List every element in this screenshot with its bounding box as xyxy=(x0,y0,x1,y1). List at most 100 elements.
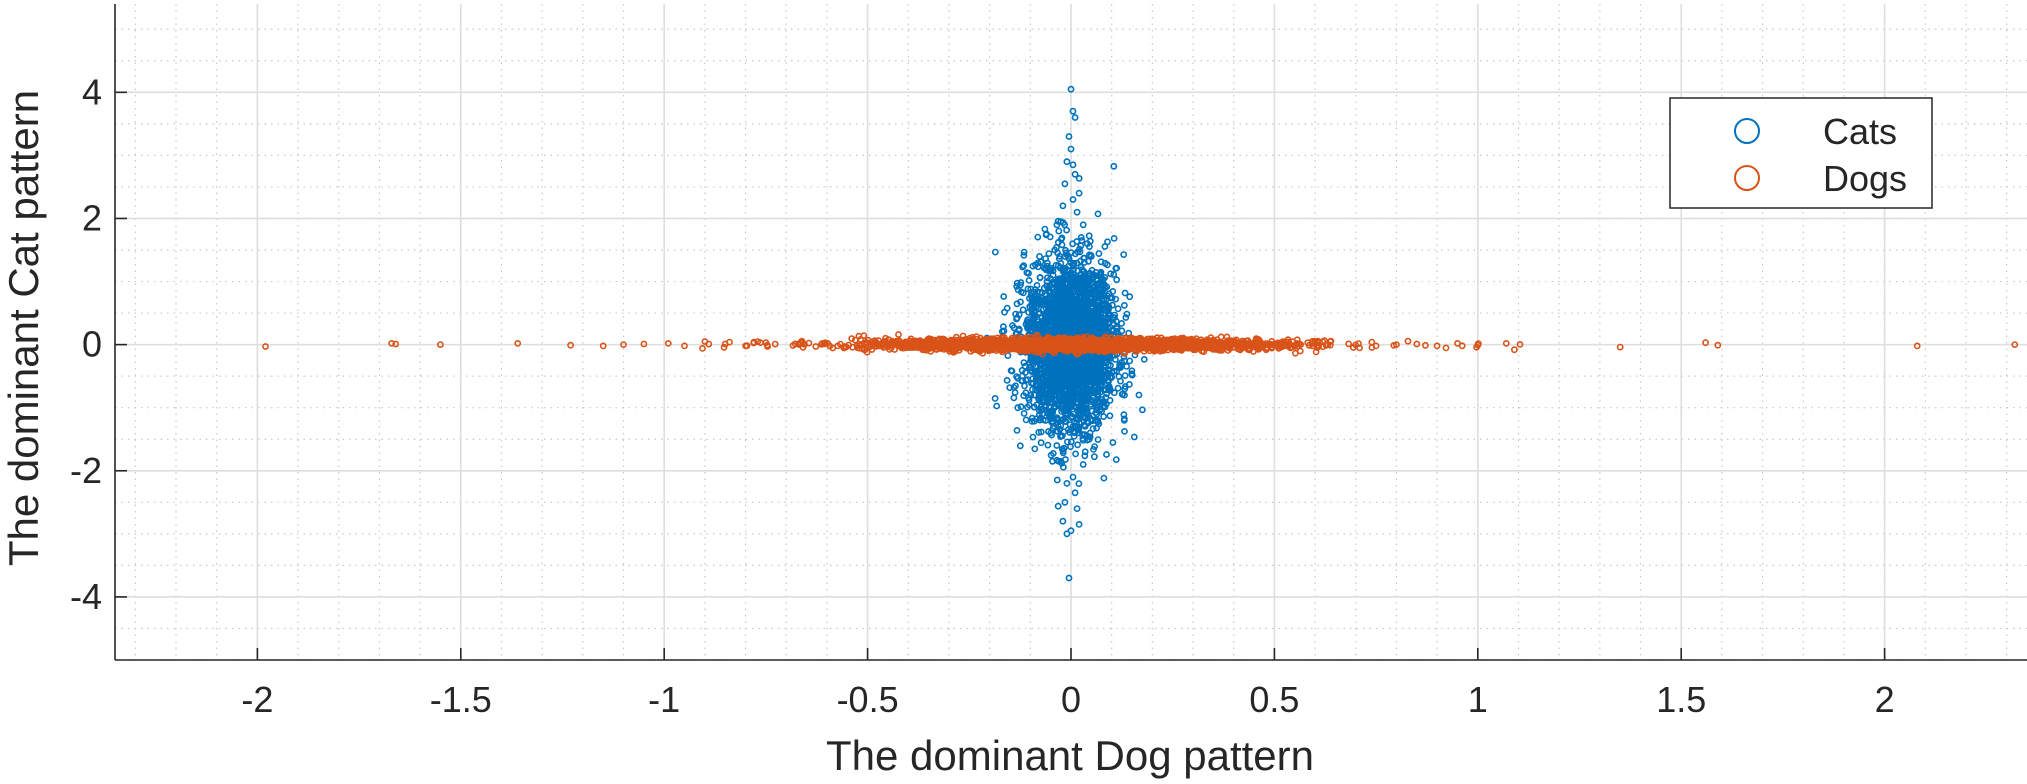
data-point xyxy=(1091,295,1099,302)
data-point xyxy=(1031,445,1039,453)
data-point xyxy=(1017,403,1025,411)
data-point xyxy=(993,402,1001,410)
data-point xyxy=(1087,398,1095,405)
data-point xyxy=(1085,321,1093,329)
data-point xyxy=(1071,114,1079,121)
data-point xyxy=(1073,208,1081,216)
data-point xyxy=(1024,403,1031,411)
data-point xyxy=(1030,288,1038,296)
data-point xyxy=(1131,351,1139,359)
data-point xyxy=(1059,315,1067,323)
data-point xyxy=(1042,264,1050,272)
data-point xyxy=(1112,295,1120,303)
data-point xyxy=(1036,273,1044,281)
data-point xyxy=(1097,278,1104,286)
data-point xyxy=(1042,255,1049,262)
data-point xyxy=(1081,422,1089,430)
data-point xyxy=(1064,407,1072,415)
data-point xyxy=(1051,246,1059,254)
data-point xyxy=(1065,318,1072,326)
data-point xyxy=(1042,389,1050,397)
data-point xyxy=(1068,414,1075,422)
data-point xyxy=(1113,276,1121,284)
data-point xyxy=(1050,302,1058,310)
data-point xyxy=(1059,202,1067,210)
data-point xyxy=(1095,250,1103,257)
data-point xyxy=(1055,294,1063,302)
data-point xyxy=(1076,248,1084,256)
data-point xyxy=(1114,305,1122,313)
data-point xyxy=(1042,377,1049,385)
data-point xyxy=(1079,221,1087,229)
data-point xyxy=(1078,266,1086,273)
data-point xyxy=(1068,387,1076,395)
data-point xyxy=(1079,461,1087,468)
data-point xyxy=(1013,373,1020,380)
data-point xyxy=(1128,367,1136,375)
data-point xyxy=(1018,366,1026,374)
data-point xyxy=(1061,417,1069,425)
data-point xyxy=(1100,397,1107,405)
data-point xyxy=(1063,301,1071,309)
data-point xyxy=(1037,428,1045,436)
data-point xyxy=(1086,353,1093,360)
data-point xyxy=(1053,442,1061,449)
data-point xyxy=(1067,85,1075,93)
grid xyxy=(115,4,2027,661)
data-point xyxy=(1034,263,1042,271)
data-point xyxy=(1128,371,1136,379)
data-point xyxy=(1117,377,1124,385)
data-point xyxy=(1130,433,1138,441)
data-point xyxy=(1085,257,1092,265)
data-point xyxy=(1069,240,1076,248)
data-point xyxy=(1080,254,1088,262)
data-point xyxy=(1039,298,1046,306)
data-point xyxy=(1067,145,1075,153)
data-point xyxy=(1019,306,1027,314)
data-point xyxy=(1121,289,1129,297)
data-point xyxy=(1020,359,1028,367)
data-point xyxy=(1112,456,1120,463)
data-point xyxy=(1042,385,1049,393)
data-point xyxy=(1022,416,1030,424)
data-point xyxy=(1110,162,1118,170)
data-point xyxy=(1014,404,1022,412)
data-point xyxy=(1109,439,1117,446)
data-point xyxy=(1013,300,1021,308)
data-point xyxy=(1019,263,1026,271)
data-point xyxy=(1053,414,1061,421)
data-point xyxy=(1102,359,1110,367)
data-point xyxy=(1071,429,1079,437)
data-point xyxy=(1107,354,1114,362)
data-point xyxy=(1056,316,1064,323)
data-point xyxy=(1075,189,1083,197)
data-point xyxy=(1113,367,1121,375)
data-point xyxy=(1033,281,1041,289)
data-point xyxy=(1044,294,1052,302)
data-point xyxy=(1076,313,1084,321)
data-point xyxy=(1000,293,1008,300)
data-point xyxy=(1042,327,1049,334)
data-point xyxy=(1097,258,1105,266)
data-point xyxy=(1106,396,1114,404)
data-point xyxy=(1069,473,1077,481)
data-point xyxy=(1296,347,1304,355)
data-point xyxy=(1095,420,1103,428)
data-point xyxy=(1121,415,1128,423)
data-point xyxy=(1054,356,1061,364)
data-point xyxy=(720,343,728,351)
data-point xyxy=(1071,327,1079,335)
data-point xyxy=(1110,234,1118,242)
data-point xyxy=(1069,161,1077,169)
data-point xyxy=(1013,314,1021,322)
data-point xyxy=(1099,314,1107,322)
data-point xyxy=(991,394,999,402)
data-point xyxy=(1020,409,1028,417)
data-point xyxy=(1030,417,1038,425)
data-point xyxy=(1120,353,1128,360)
data-point xyxy=(1003,376,1011,384)
data-point xyxy=(1089,417,1096,425)
data-point xyxy=(1092,321,1100,329)
data-point xyxy=(1058,417,1065,425)
data-point xyxy=(1106,412,1114,420)
